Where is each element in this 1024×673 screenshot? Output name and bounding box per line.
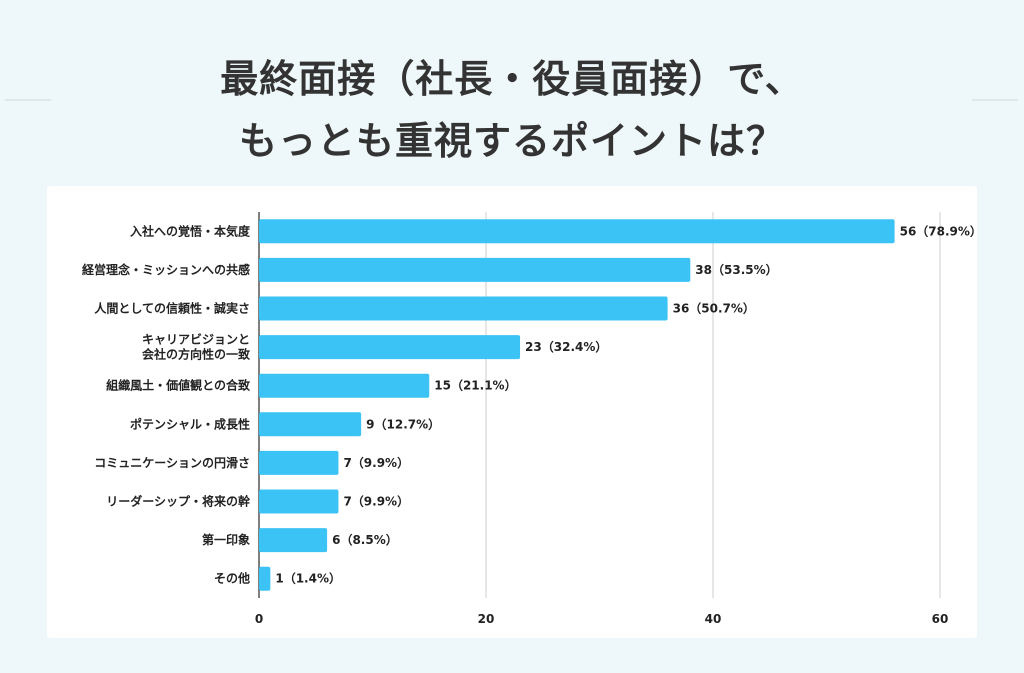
bar <box>259 219 895 244</box>
data-label: 36（50.7%） <box>673 301 755 316</box>
bar <box>259 412 362 437</box>
bar <box>259 335 521 360</box>
x-tick-label: 0 <box>255 612 263 626</box>
chart-title-line-1: 最終面接（社長・役員面接）で、 <box>220 57 804 101</box>
decorative-line-left <box>5 99 51 101</box>
category-label: 入社への覚悟・本気度 <box>130 223 251 238</box>
bar <box>259 296 668 321</box>
category-label: 会社の方向性の一致 <box>142 347 251 362</box>
x-tick-label: 20 <box>478 612 495 626</box>
bar <box>259 257 691 282</box>
data-label: 56（78.9%） <box>900 223 982 238</box>
category-label: 経営理念・ミッションへの共感 <box>82 262 250 277</box>
x-tick-label: 60 <box>932 612 949 626</box>
data-label: 7（9.9%） <box>343 455 409 470</box>
data-label: 1（1.4%） <box>275 571 341 586</box>
bar <box>259 450 339 475</box>
decorative-line-right <box>972 99 1018 101</box>
x-tick-label: 40 <box>705 612 722 626</box>
category-label: コミュニケーションの円滑さ <box>94 455 250 470</box>
chart-title-line-2: もっとも重視するポイントは？ <box>238 119 785 163</box>
category-label: リーダーシップ・将来の幹 <box>106 494 251 509</box>
data-label: 6（8.5%） <box>332 532 398 547</box>
bar <box>259 489 339 514</box>
data-label: 7（9.9%） <box>343 494 409 509</box>
bar <box>259 566 271 591</box>
bar <box>259 528 328 553</box>
category-label: ポテンシャル・成長性 <box>130 416 250 431</box>
data-label: 15（21.1%） <box>434 378 516 393</box>
category-label: キャリアビジョンと <box>142 332 250 347</box>
category-label: 組織風土・価値観との合致 <box>106 378 251 393</box>
category-label: その他 <box>214 571 250 586</box>
category-label: 人間としての信頼性・誠実さ <box>94 301 250 316</box>
data-label: 9（12.7%） <box>366 416 440 431</box>
data-label: 38（53.5%） <box>695 262 777 277</box>
data-label: 23（32.4%） <box>525 339 607 354</box>
bar <box>259 373 430 398</box>
category-label: 第一印象 <box>202 532 250 547</box>
